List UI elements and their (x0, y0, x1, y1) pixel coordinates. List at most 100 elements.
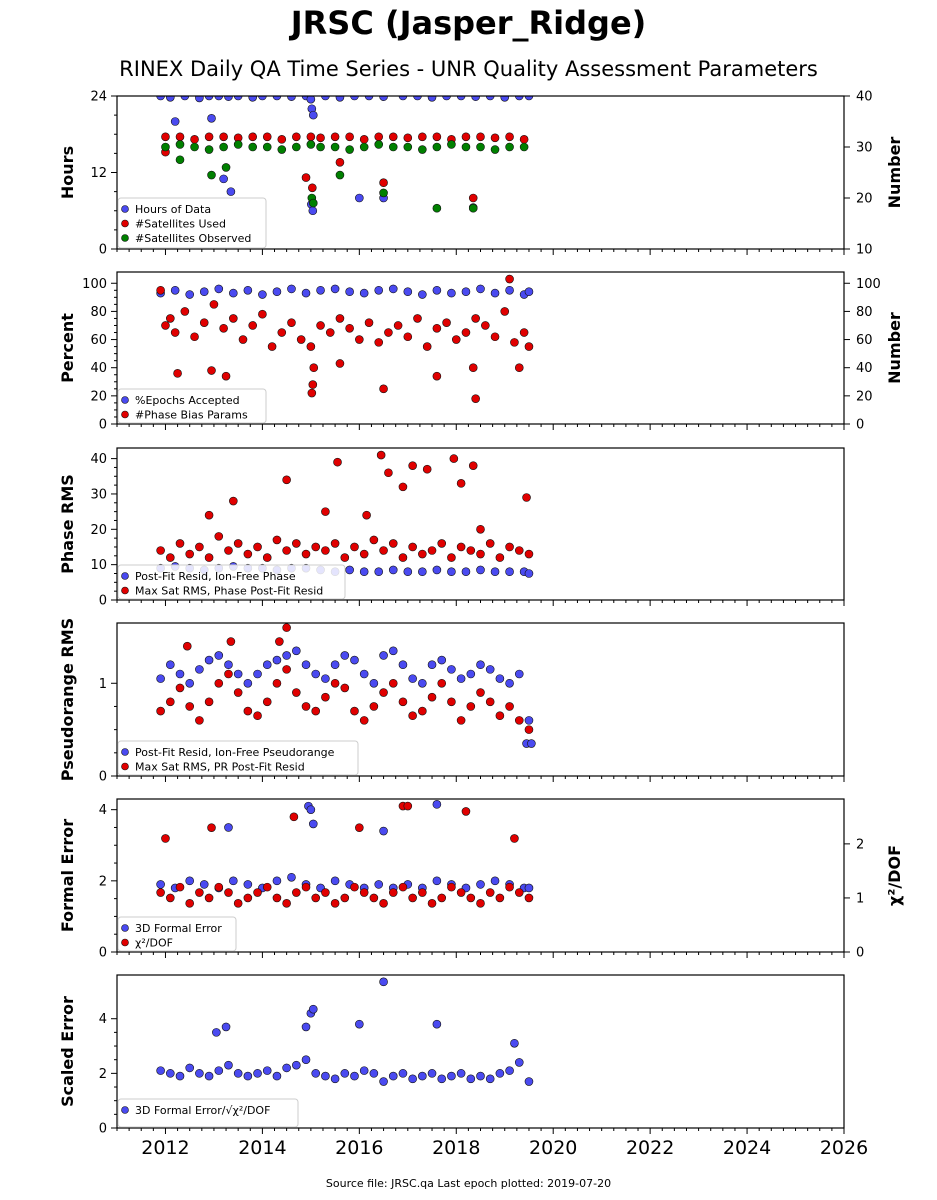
legend-box (117, 388, 267, 424)
data-point-s1 (185, 290, 194, 299)
data-point-s2 (451, 335, 461, 344)
data-point-s2 (340, 893, 350, 903)
data-point-s2 (476, 549, 485, 559)
data-point-s2 (161, 834, 170, 843)
data-point-s1 (224, 96, 233, 101)
data-point-s2 (175, 132, 185, 142)
y-axis-label: Percent (58, 313, 77, 383)
legend-box (117, 740, 359, 776)
data-point-s2 (427, 546, 437, 555)
legend-marker (121, 924, 129, 932)
data-point-s2 (214, 678, 224, 688)
plot-frame (116, 974, 845, 1129)
data-point-s1 (330, 1074, 340, 1084)
data-point-s2 (233, 539, 243, 548)
y-tick-label: 24 (90, 90, 107, 105)
data-point-s2 (204, 893, 214, 903)
data-point-s2 (243, 706, 253, 716)
data-point-s1 (369, 1069, 379, 1078)
panel-3: 0 10 20 30 40 Phase RMS Post-Fit Resid, Ion-Fr… (58, 447, 845, 609)
legend-box (117, 916, 237, 952)
data-point-s2 (166, 553, 175, 562)
data-point-s1 (214, 284, 224, 294)
data-point-s1 (505, 678, 514, 688)
data-point-s2 (447, 882, 456, 892)
data-point-s1 (243, 285, 253, 295)
data-point-s2 (267, 342, 277, 351)
data-point-s2 (170, 328, 180, 337)
data-point-s3 (476, 142, 485, 152)
data-point-s3 (403, 142, 413, 152)
data-point-s3 (432, 142, 442, 152)
data-point-s2 (398, 697, 408, 707)
legend-label: #Satellites Used (135, 218, 226, 231)
data-point-s3 (519, 142, 529, 152)
data-point-s2 (262, 882, 272, 892)
data-point-s2 (514, 716, 524, 725)
data-point-s2 (374, 132, 384, 142)
data-point-s2 (379, 899, 388, 908)
data-point-s1 (524, 883, 534, 893)
x-tick-label: 2020 (529, 1137, 577, 1159)
data-point-s1 (510, 1039, 519, 1048)
data-point-s1 (379, 651, 388, 660)
panel-1: 0 12 24 10 20 30 40 Hours Number Hours of Data #Sa… (58, 90, 904, 258)
data-point-s1 (306, 805, 316, 814)
y-tick-label: 4 (99, 803, 107, 818)
data-point-s2 (182, 641, 192, 651)
data-point-s2 (449, 454, 459, 463)
legend-marker (121, 219, 129, 228)
data-point-s1 (301, 1022, 311, 1032)
data-point-s1 (495, 674, 505, 683)
data-point-s2 (510, 834, 519, 843)
data-point-s2 (476, 525, 485, 534)
data-point-s2 (408, 711, 417, 721)
data-point-s1 (316, 285, 325, 295)
y-tick-label: 0 (99, 243, 107, 258)
data-point-s1 (524, 1077, 534, 1086)
y-tick-label: 0 (99, 418, 107, 433)
data-point-s1 (379, 826, 388, 836)
data-point-s2 (275, 637, 284, 646)
data-point-s1 (379, 96, 388, 101)
data-point-s2 (427, 692, 437, 702)
data-point-s2 (311, 706, 321, 716)
legend-marker (121, 1106, 129, 1114)
data-point-s2 (248, 321, 258, 330)
data-point-s1 (195, 665, 204, 674)
data-point-s1 (408, 1074, 417, 1084)
data-point-s2 (219, 132, 228, 142)
data-point-s1 (321, 96, 330, 101)
data-point-s1 (466, 669, 476, 679)
data-point-s2 (185, 702, 194, 711)
data-point-s2 (156, 888, 165, 897)
plot-frame (116, 798, 845, 953)
x-tick-label: 2014 (238, 1137, 286, 1159)
data-point-s2 (282, 623, 291, 632)
data-point-s2 (447, 697, 456, 707)
data-point-s2 (466, 546, 476, 555)
data-point-s1 (442, 96, 451, 101)
data-point-s2 (495, 893, 505, 903)
data-point-s1 (447, 1071, 456, 1081)
data-points (156, 623, 536, 748)
data-point-s2 (437, 893, 447, 903)
data-point-s2 (204, 510, 214, 520)
data-point-s2 (490, 133, 500, 143)
data-point-s2 (374, 338, 384, 347)
data-point-s1 (224, 660, 233, 670)
data-point-s2 (468, 193, 478, 203)
data-point-s1 (287, 284, 296, 294)
data-point-s1 (524, 287, 534, 297)
data-point-s2 (485, 539, 495, 548)
data-point-s2 (355, 335, 364, 344)
data-point-s2 (272, 535, 282, 545)
data-point-s1 (355, 1019, 364, 1029)
data-point-s1 (185, 1063, 194, 1073)
data-point-s2 (476, 688, 485, 697)
data-point-s2 (364, 318, 374, 327)
data-point-s2 (350, 542, 359, 552)
data-point-s2 (156, 546, 165, 555)
data-point-s2 (468, 461, 478, 470)
data-point-s2 (306, 132, 316, 142)
